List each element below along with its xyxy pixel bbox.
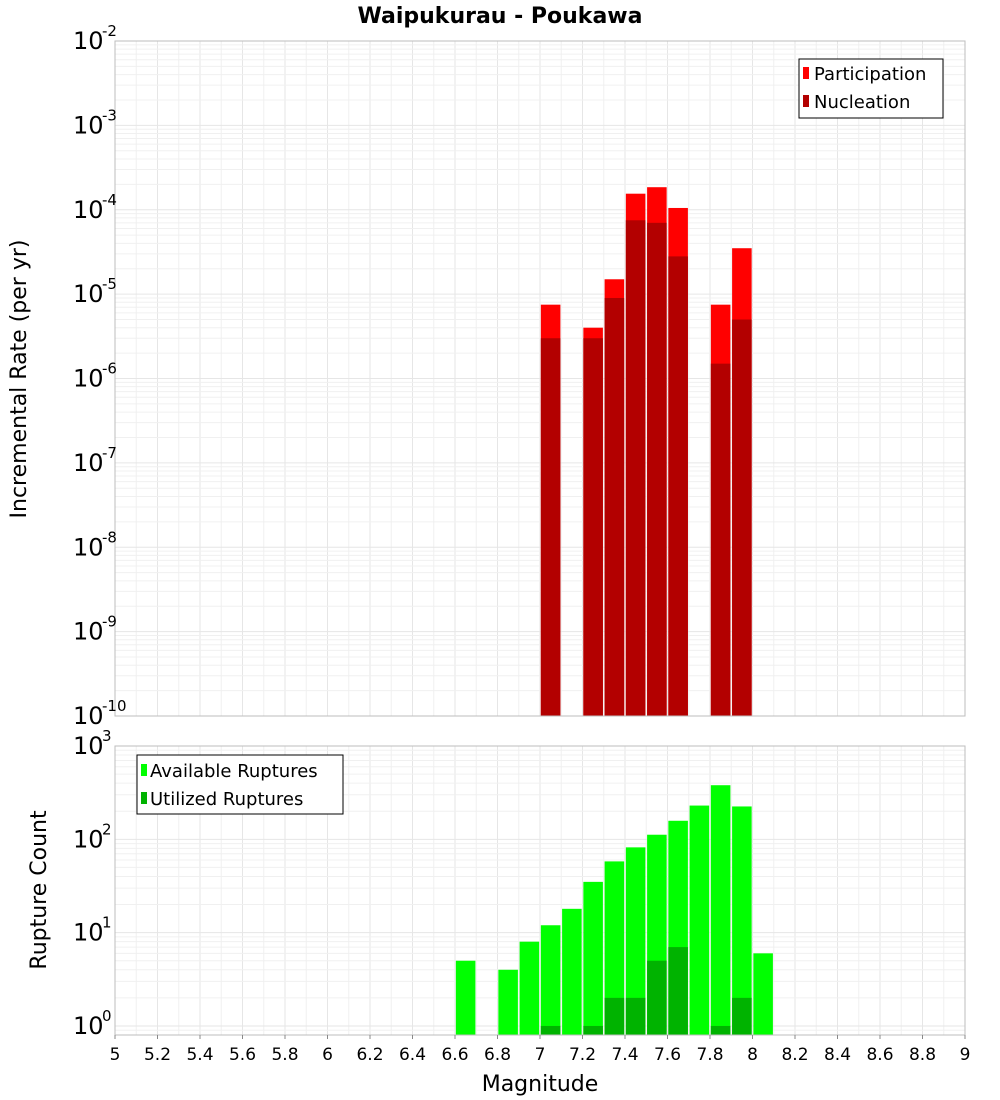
x-tick-label: 8.8	[909, 1045, 936, 1065]
top-bar-nucleation	[647, 222, 667, 716]
bottom-bar-available-ruptures	[519, 941, 540, 1035]
bottom-bar-available-ruptures	[540, 925, 561, 1035]
top-ytick-base: 10	[73, 365, 104, 393]
bottom-ytick-exponent: 3	[102, 727, 112, 745]
top-y-axis-label: Incremental Rate (per yr)	[7, 240, 32, 519]
x-tick-label: 7.2	[569, 1045, 596, 1065]
x-tick-label: 8.4	[824, 1045, 851, 1065]
top-ytick-exponent: -7	[102, 444, 117, 462]
legend-swatch-utilized	[141, 792, 147, 804]
x-tick-label: 7.4	[611, 1045, 638, 1065]
top-bar-nucleation	[668, 256, 688, 716]
top-ytick-exponent: -3	[102, 106, 117, 124]
top-bar-nucleation	[583, 338, 603, 716]
top-ytick-base: 10	[73, 533, 104, 561]
x-tick-label: 5	[110, 1045, 121, 1065]
bottom-bar-utilized-ruptures	[732, 997, 752, 1035]
top-ytick-exponent: -9	[102, 613, 117, 631]
bottom-bar-utilized-ruptures	[540, 1025, 561, 1035]
top-bar-nucleation	[540, 338, 561, 716]
bottom-bar-utilized-ruptures	[625, 997, 646, 1035]
legend-swatch-nucleation	[803, 95, 809, 107]
legend-label-nucleation: Nucleation	[814, 92, 910, 113]
top-ytick-exponent: -2	[102, 22, 117, 40]
x-tick-label: 6.4	[399, 1045, 426, 1065]
x-tick-label: 6.2	[356, 1045, 383, 1065]
x-tick-label: 8	[747, 1045, 758, 1065]
bottom-ytick-base: 10	[73, 825, 104, 853]
top-ytick-exponent: -6	[102, 360, 117, 378]
bottom-bar-available-ruptures	[604, 861, 625, 1035]
legend-label-participation: Participation	[814, 64, 926, 85]
x-tick-label: 9	[960, 1045, 971, 1065]
bottom-bar-available-ruptures	[455, 960, 476, 1035]
bottom-ytick-base: 10	[73, 919, 104, 947]
bottom-ytick-exponent: 2	[102, 820, 112, 838]
top-plot-frame	[114, 40, 966, 717]
top-bar-nucleation	[710, 363, 731, 716]
legend-label-utilized: Utilized Ruptures	[150, 789, 303, 810]
bottom-bar-available-ruptures	[732, 806, 752, 1035]
bottom-bar-available-ruptures	[710, 785, 731, 1035]
bottom-bar-utilized-ruptures	[668, 947, 688, 1035]
bottom-bar-available-ruptures	[689, 805, 710, 1035]
bottom-bar-utilized-ruptures	[710, 1025, 731, 1035]
x-tick-label: 6	[322, 1045, 333, 1065]
x-tick-label: 5.4	[186, 1045, 213, 1065]
top-ytick-base: 10	[73, 280, 104, 308]
x-tick-label: 7.6	[654, 1045, 681, 1065]
bottom-ytick-exponent: 0	[102, 1007, 112, 1025]
x-tick-label: 7.8	[696, 1045, 723, 1065]
bottom-ytick-base: 10	[73, 1012, 104, 1040]
bottom-bar-available-ruptures	[562, 908, 582, 1035]
legend-label-available: Available Ruptures	[150, 761, 318, 782]
x-tick-label: 6.8	[484, 1045, 511, 1065]
x-tick-label: 6.6	[441, 1045, 468, 1065]
x-axis-label: Magnitude	[482, 1072, 599, 1097]
x-tick-label: 8.6	[866, 1045, 893, 1065]
legend-swatch-available	[141, 764, 147, 776]
top-bar-nucleation	[604, 297, 625, 716]
x-tick-label: 7	[535, 1045, 546, 1065]
top-ytick-base: 10	[73, 196, 104, 224]
top-bar-nucleation	[732, 319, 752, 716]
x-tick-label: 5.6	[229, 1045, 256, 1065]
top-ytick-base: 10	[73, 618, 104, 646]
top-legend: Participation Nucleation	[798, 58, 944, 119]
bottom-bar-utilized-ruptures	[647, 960, 667, 1035]
bottom-bars	[455, 785, 773, 1035]
top-ytick-base: 10	[73, 449, 104, 477]
top-ytick-exponent: -8	[102, 528, 117, 546]
bottom-bar-utilized-ruptures	[583, 1025, 603, 1035]
bottom-bar-available-ruptures	[498, 969, 518, 1035]
top-ytick-base: 10	[73, 702, 104, 730]
bottom-legend: Available Ruptures Utilized Ruptures	[136, 754, 344, 815]
chart-title: Waipukurau - Poukawa	[358, 4, 643, 29]
top-ytick-exponent: -10	[102, 697, 127, 715]
bottom-legend-box	[136, 754, 344, 815]
bottom-bar-available-ruptures	[625, 847, 646, 1035]
bottom-bar-available-ruptures	[583, 881, 603, 1035]
x-tick-label: 5.8	[271, 1045, 298, 1065]
legend-swatch-participation	[803, 67, 809, 79]
top-legend-box	[798, 58, 944, 119]
top-ytick-exponent: -4	[102, 191, 117, 209]
top-bar-nucleation	[625, 220, 646, 717]
top-ytick-base: 10	[73, 111, 104, 139]
x-ticks: 5 5.2 5.4 5.6 5.8 6 6.2 6.4 6.6 6.8 7 7.2 7.4 7.6 7.8 8…	[110, 1035, 971, 1065]
top-bars	[540, 187, 752, 717]
top-grid	[114, 40, 966, 717]
bottom-ytick-exponent: 1	[102, 914, 112, 932]
bottom-y-axis-label: Rupture Count	[27, 810, 52, 970]
bottom-ytick-base: 10	[73, 732, 104, 760]
bottom-bar-utilized-ruptures	[604, 997, 625, 1035]
top-ytick-base: 10	[73, 27, 104, 55]
top-ytick-exponent: -5	[102, 275, 117, 293]
x-tick-label: 5.2	[144, 1045, 171, 1065]
x-tick-label: 8.2	[781, 1045, 808, 1065]
bottom-bar-available-ruptures	[753, 953, 773, 1035]
